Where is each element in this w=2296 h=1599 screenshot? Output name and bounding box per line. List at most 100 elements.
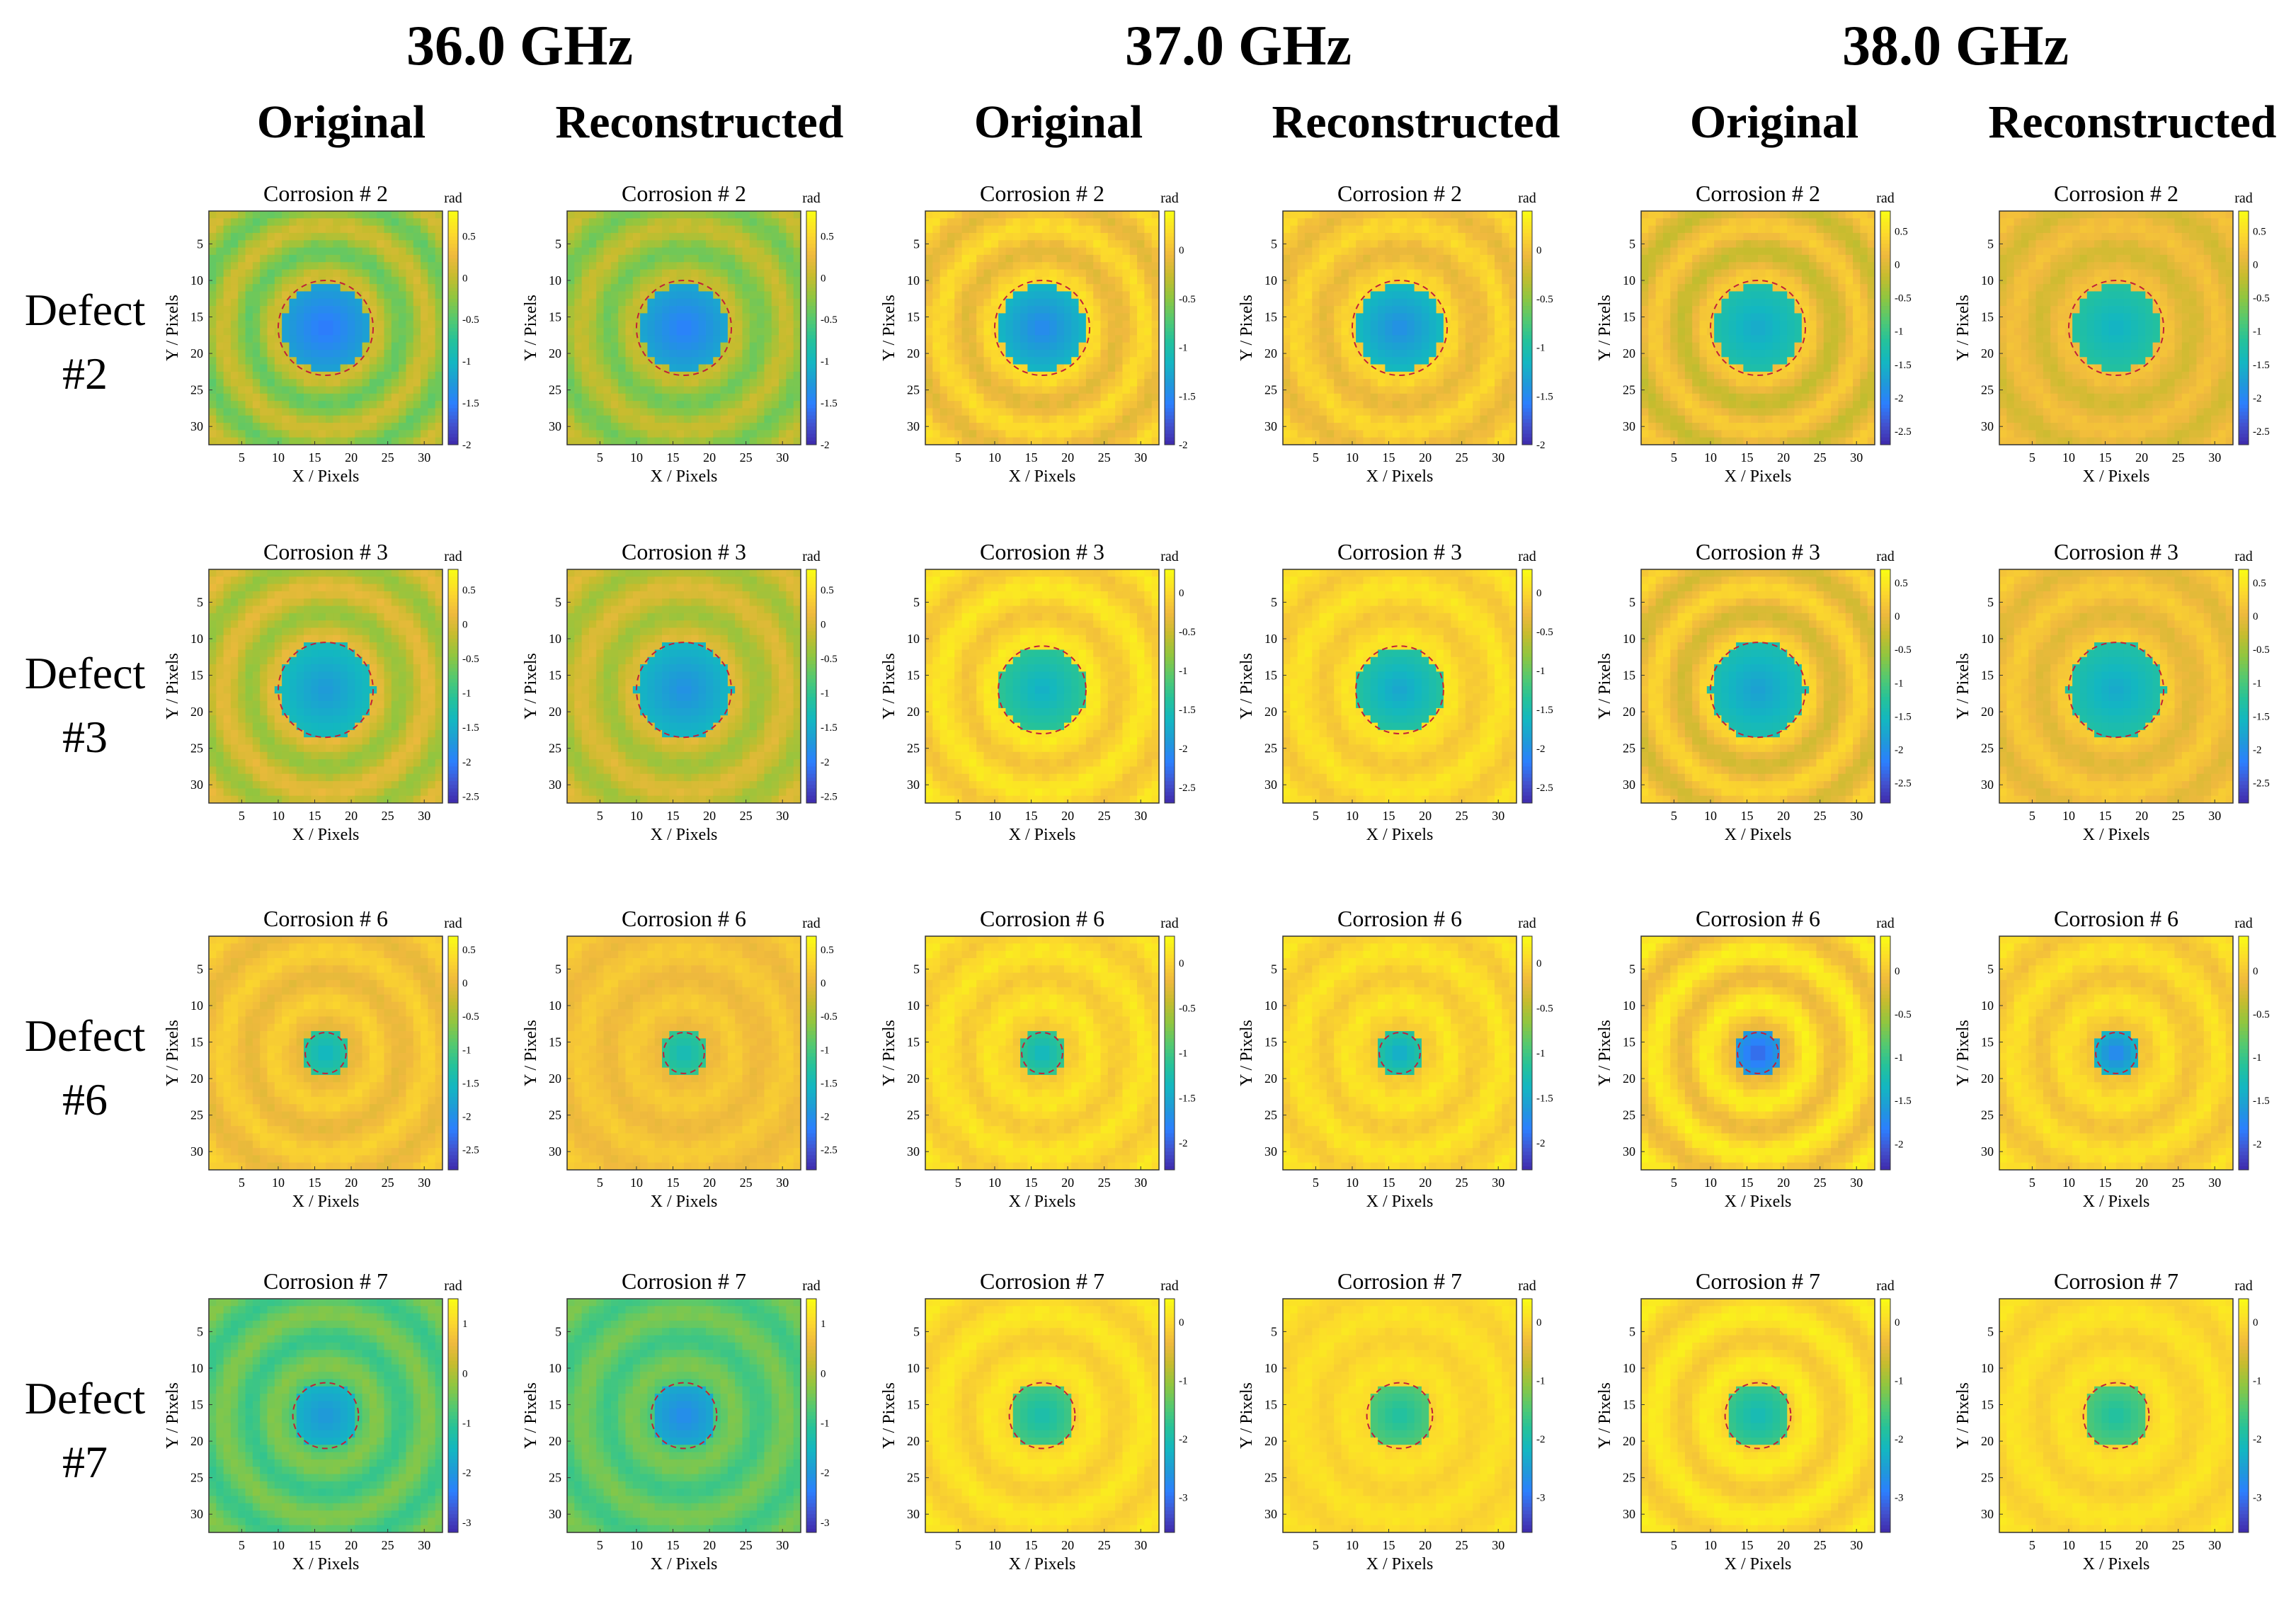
heatmap-cell [588, 211, 597, 219]
heatmap-cell [786, 393, 794, 402]
heatmap-cell [304, 298, 312, 307]
heatmap-cell [684, 415, 692, 423]
heatmap-cell [355, 211, 362, 219]
heatmap-cell [1831, 232, 1839, 241]
heatmap-cell [567, 247, 575, 256]
colorbar-segment [1165, 433, 1175, 438]
heatmap-cell [625, 313, 634, 321]
heatmap-cell [1348, 335, 1357, 343]
heatmap-cell [1772, 225, 1781, 234]
heatmap-cell [1020, 254, 1028, 263]
heatmap-cell [779, 306, 787, 314]
x-axis-label: X / Pixels [292, 467, 360, 486]
heatmap-cell [1743, 240, 1752, 248]
heatmap-cell [1436, 284, 1444, 292]
heatmap-cell [267, 269, 275, 278]
heatmap-cell [1093, 240, 1101, 248]
heatmap-cell [764, 262, 772, 270]
heatmap-cell [713, 401, 721, 409]
heatmap-cell [1034, 357, 1043, 365]
colorbar-segment [448, 357, 458, 361]
heatmap-cell [1129, 423, 1138, 431]
heatmap-cell [347, 276, 355, 285]
heatmap-cell [640, 415, 648, 423]
heatmap-cell [581, 328, 590, 336]
heatmap-cell [705, 415, 714, 423]
heatmap-cell [713, 313, 721, 321]
heatmap-cell [1027, 393, 1036, 402]
heatmap-cell [1020, 437, 1028, 445]
colorbar-segment [448, 254, 458, 259]
heatmap-cell [1020, 349, 1028, 358]
row-label-line1: Defect [0, 642, 170, 705]
heatmap-cell [684, 349, 692, 358]
heatmap-cell [1005, 218, 1014, 227]
heatmap-cell [647, 371, 656, 380]
heatmap-cell [355, 232, 362, 241]
colorbar-tick-label: -2 [462, 440, 472, 451]
heatmap-cell [698, 298, 707, 307]
heatmap-cell [581, 320, 590, 329]
heatmap-cell [969, 306, 977, 314]
heatmap-cell [435, 313, 443, 321]
heatmap-cell [1400, 269, 1407, 278]
heatmap-cell [1122, 291, 1131, 300]
heatmap-cell [603, 401, 612, 409]
heatmap-cell [603, 342, 612, 351]
heatmap-cell [1414, 254, 1422, 263]
heatmap-cell [1407, 430, 1415, 438]
heatmap-cell [1144, 357, 1153, 365]
colorbar-segment [448, 423, 458, 427]
heatmap-cell [603, 408, 612, 416]
heatmap-cell [581, 313, 590, 321]
heatmap-cell [1012, 379, 1021, 387]
heatmap-cell [1443, 349, 1451, 358]
heatmap-cell [969, 284, 977, 292]
heatmap-cell [209, 254, 217, 263]
heatmap-cell [1063, 401, 1072, 409]
colorbar-segment [1522, 386, 1532, 391]
heatmap-cell [406, 408, 414, 416]
heatmap-cell [1122, 415, 1131, 423]
heatmap-cell [355, 401, 362, 409]
heatmap-cell [209, 211, 217, 219]
heatmap-cell [647, 254, 656, 263]
heatmap-cell [326, 430, 333, 438]
colorbar-segment [448, 335, 458, 339]
heatmap-cell [764, 437, 772, 445]
heatmap-cell [771, 218, 779, 227]
heatmap-cell [647, 291, 656, 300]
heatmap-cell [1326, 306, 1335, 314]
heatmap-cell [771, 364, 779, 372]
heatmap-cell [260, 313, 268, 321]
heatmap-cell [1151, 357, 1160, 365]
heatmap-cell [698, 211, 707, 219]
heatmap-cell [705, 320, 714, 329]
heatmap-cell [355, 320, 362, 329]
heatmap-cell [610, 284, 619, 292]
heatmap-cell [406, 211, 414, 219]
heatmap-cell [567, 320, 575, 329]
heatmap-cell [698, 393, 707, 402]
heatmap-cell [1421, 349, 1429, 358]
heatmap-cell [1063, 408, 1072, 416]
heatmap-cell [1071, 320, 1079, 329]
heatmap-cell [1853, 240, 1861, 248]
heatmap-cell [727, 254, 736, 263]
heatmap-cell [588, 357, 597, 365]
heatmap-cell [742, 284, 750, 292]
heatmap-cell [1042, 437, 1050, 445]
heatmap-cell [252, 342, 261, 351]
heatmap-cell [1421, 313, 1429, 321]
heatmap-cell [1056, 357, 1065, 365]
heatmap-cell [793, 313, 801, 321]
colorbar-segment [1522, 306, 1532, 310]
heatmap-cell [1845, 247, 1854, 256]
heatmap-cell [925, 408, 933, 416]
heatmap-cell [1421, 408, 1429, 416]
heatmap-cell [304, 225, 312, 234]
heatmap-cell [406, 415, 414, 423]
heatmap-cell [1860, 269, 1868, 278]
heatmap-cell [362, 284, 370, 292]
heatmap-cell [574, 364, 583, 372]
